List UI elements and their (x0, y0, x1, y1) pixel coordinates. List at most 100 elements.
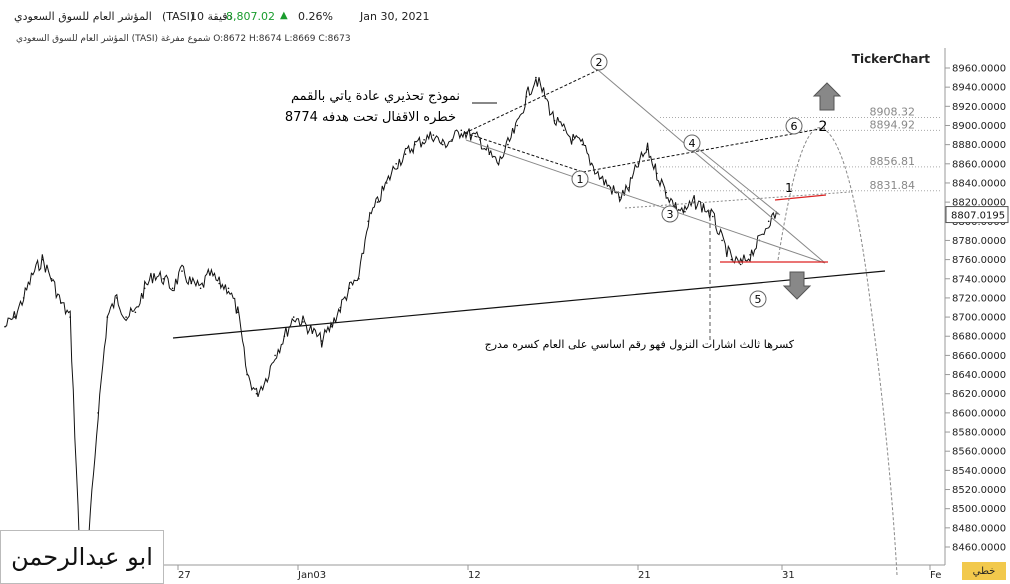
price-point (525, 95, 528, 98)
price-point (702, 206, 705, 208)
wave-label-5: 5 (755, 293, 762, 306)
y-tick-label: 8940.0000 (952, 83, 1006, 94)
y-tick-label: 8520.0000 (952, 485, 1006, 496)
annotation-pattern: نموذج تحذيري عادة ياتي بالقمم (291, 89, 460, 104)
resistance-line-2[interactable] (465, 139, 826, 264)
pattern-line-lower[interactable] (464, 132, 584, 173)
price-level-label: 8856.81 (870, 155, 916, 168)
y-tick-label: 8640.0000 (952, 370, 1006, 381)
price-point (292, 316, 295, 318)
price-point (656, 172, 658, 175)
price-point (302, 321, 304, 323)
price-series-line[interactable] (4, 77, 779, 549)
wave-label-3: 3 (667, 208, 674, 221)
price-point (497, 163, 500, 165)
price-point (209, 273, 211, 275)
x-tick-label: 27 (178, 570, 191, 581)
price-point (274, 354, 276, 357)
price-point (22, 297, 25, 299)
price-point (479, 139, 481, 141)
scale-type-button[interactable]: خطي (962, 562, 1006, 580)
y-tick-label: 8860.0000 (952, 159, 1006, 170)
pattern-line-upper[interactable] (464, 69, 599, 134)
header-interval[interactable]: 10 دقيقة (190, 10, 233, 23)
price-point (460, 129, 463, 132)
price-point (97, 412, 99, 414)
y-tick-label: 8480.0000 (952, 523, 1006, 534)
price-point (423, 139, 425, 141)
header-change: 0.26% (298, 10, 333, 23)
price-point (684, 210, 686, 213)
y-tick-label: 8460.0000 (952, 543, 1006, 554)
dotted-level-line[interactable] (624, 191, 851, 209)
price-point (395, 163, 398, 165)
plain-label-2: 2 (819, 119, 828, 135)
price-point (69, 316, 71, 318)
y-tick-label: 8680.0000 (952, 332, 1006, 343)
pattern-line-right[interactable] (582, 127, 826, 173)
resistance-line-3[interactable] (690, 142, 781, 216)
price-point (358, 278, 360, 280)
price-point (311, 330, 314, 333)
support-trendline[interactable] (172, 270, 886, 339)
wave-label-1: 1 (577, 173, 584, 186)
y-tick-label: 8900.0000 (952, 121, 1006, 132)
y-tick-label: 8540.0000 (952, 466, 1006, 477)
price-point (106, 316, 109, 318)
price-point (181, 270, 183, 272)
price-point (637, 163, 640, 165)
ohlc-readout: المؤشر العام للسوق السعودي (TASI) شموع م… (16, 34, 351, 44)
header-symbol: (TASI) (162, 10, 195, 23)
price-point (376, 201, 379, 203)
price-point (386, 182, 388, 184)
header-title: المؤشر العام للسوق السعودي (14, 10, 152, 23)
y-tick-label: 8920.0000 (952, 102, 1006, 113)
annotation-break: كسرها ثالث اشارات النزول فهو رقم اساسي ع… (485, 338, 795, 351)
price-point (590, 163, 593, 165)
price-point (227, 287, 230, 290)
y-tick-label: 8840.0000 (952, 178, 1006, 189)
y-tick-label: 8820.0000 (952, 198, 1006, 209)
red-level-line-2[interactable] (774, 194, 827, 201)
price-point (13, 316, 16, 318)
x-tick-label: Jan03 (297, 570, 326, 581)
price-point (535, 76, 537, 79)
y-tick-label: 8780.0000 (952, 236, 1006, 247)
resistance-line-1[interactable] (597, 69, 826, 264)
price-point (730, 258, 733, 261)
price-point (320, 340, 323, 342)
price-point (171, 287, 174, 290)
price-point (646, 148, 649, 151)
y-tick-label: 8660.0000 (952, 351, 1006, 362)
arrow-up-icon (812, 82, 842, 111)
price-point (218, 282, 220, 285)
y-tick-label: 8880.0000 (952, 140, 1006, 151)
wave-label-4: 4 (689, 137, 696, 150)
price-point (199, 287, 202, 290)
x-tick-label: 12 (468, 570, 481, 581)
x-tick-label: 31 (782, 570, 795, 581)
wave-label-6: 6 (791, 120, 798, 133)
price-point (563, 129, 565, 132)
price-point (451, 139, 453, 141)
x-tick-label: Fe (930, 570, 941, 581)
last-price-label: 8807.0195 (951, 211, 1005, 222)
brand-logo: TickerChart (852, 52, 930, 66)
y-tick-label: 8740.0000 (952, 274, 1006, 285)
y-tick-label: 8580.0000 (952, 428, 1006, 439)
price-point (414, 143, 416, 146)
price-point (143, 287, 146, 290)
plain-label-1: 1 (785, 181, 793, 195)
chart-header: المؤشر العام للسوق السعودي (TASI) 10 دقي… (0, 0, 1010, 32)
price-point (237, 311, 239, 314)
y-tick-label: 8760.0000 (952, 255, 1006, 266)
price-point (712, 215, 714, 218)
price-point (283, 335, 286, 338)
price-point (265, 378, 267, 381)
price-point (116, 297, 118, 299)
price-point (246, 373, 248, 376)
y-tick-label: 8700.0000 (952, 313, 1006, 324)
price-point (739, 263, 742, 266)
price-point (162, 278, 165, 280)
